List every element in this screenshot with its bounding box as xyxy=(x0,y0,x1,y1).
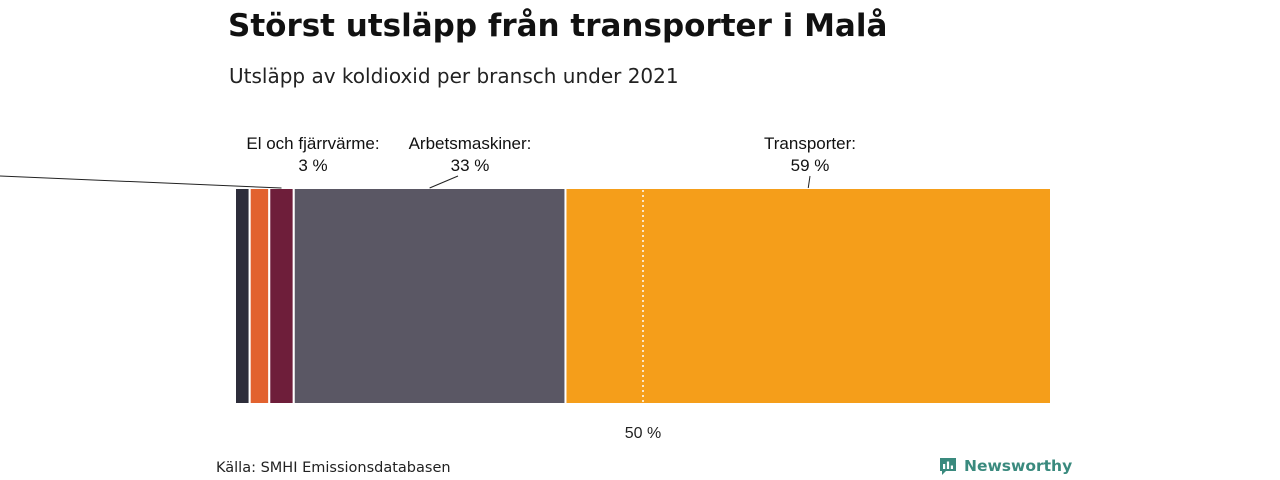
annotation-label-transporter: Transporter: xyxy=(764,134,856,153)
annotation-value-arbetsmaskiner: 33 % xyxy=(451,156,490,175)
annotation-value-transporter: 59 % xyxy=(791,156,830,175)
bar-segment-ovrigt-1 xyxy=(234,187,251,405)
newsworthy-logo-icon xyxy=(940,458,956,475)
source-note: Källa: SMHI Emissionsdatabasen xyxy=(216,460,451,476)
chart-title: Störst utsläpp från transporter i Malå xyxy=(228,8,888,44)
segment-annotations: El och fjärrvärme: 3 % Arbetsmaskiner: 33 %… xyxy=(0,134,856,189)
bar-segments xyxy=(234,187,1052,405)
reference-line-group: 50 % xyxy=(625,190,661,442)
annotation-label-el-och-fjarrvarme: El och fjärrvärme: xyxy=(246,134,379,153)
annotation-leader-arbetsmaskiner xyxy=(429,175,459,189)
brand-logo: Newsworthy xyxy=(938,456,1072,476)
bar-segment-arbetsmaskiner xyxy=(292,187,567,405)
reference-line-label: 50 % xyxy=(625,425,661,442)
bar-segment-el-och-fjarrvarme xyxy=(268,187,295,405)
annotation-label-arbetsmaskiner: Arbetsmaskiner: xyxy=(409,134,532,153)
bar-segment-ovrigt-2 xyxy=(248,187,271,405)
annotation-leader-transporter xyxy=(807,175,811,189)
brand-name: Newsworthy xyxy=(964,457,1073,475)
annotation-value-el-och-fjarrvarme: 3 % xyxy=(298,156,327,175)
chart-subtitle: Utsläpp av koldioxid per bransch under 2… xyxy=(229,64,679,88)
annotation-leader-el-och-fjarrvarme xyxy=(0,175,282,189)
bar-segment-transporter xyxy=(564,187,1052,405)
